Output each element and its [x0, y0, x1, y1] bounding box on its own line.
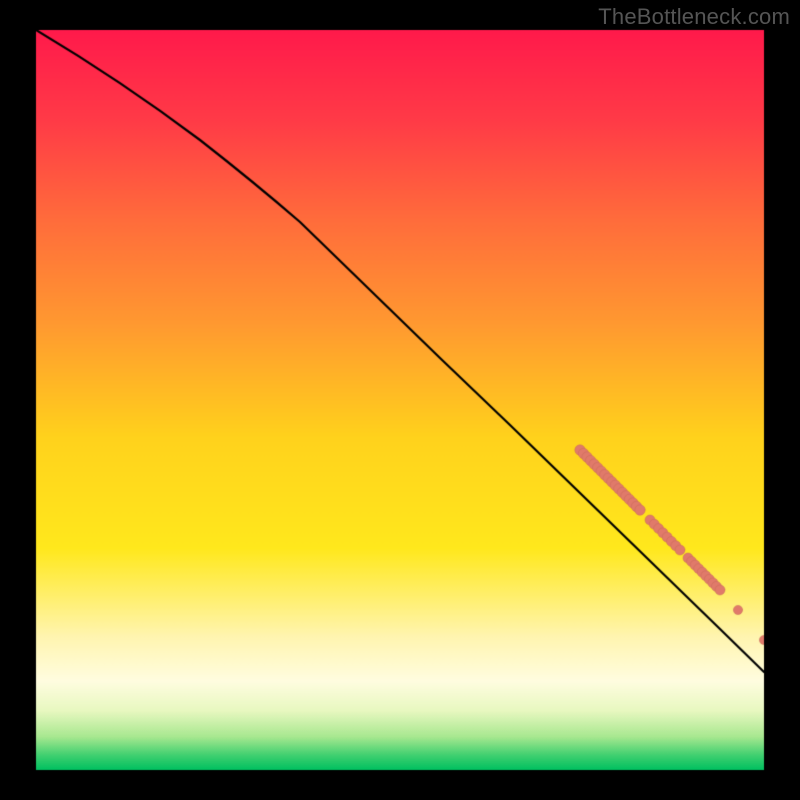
chart-canvas [0, 0, 800, 800]
chart-root: TheBottleneck.com [0, 0, 800, 800]
attribution-label: TheBottleneck.com [598, 4, 790, 30]
